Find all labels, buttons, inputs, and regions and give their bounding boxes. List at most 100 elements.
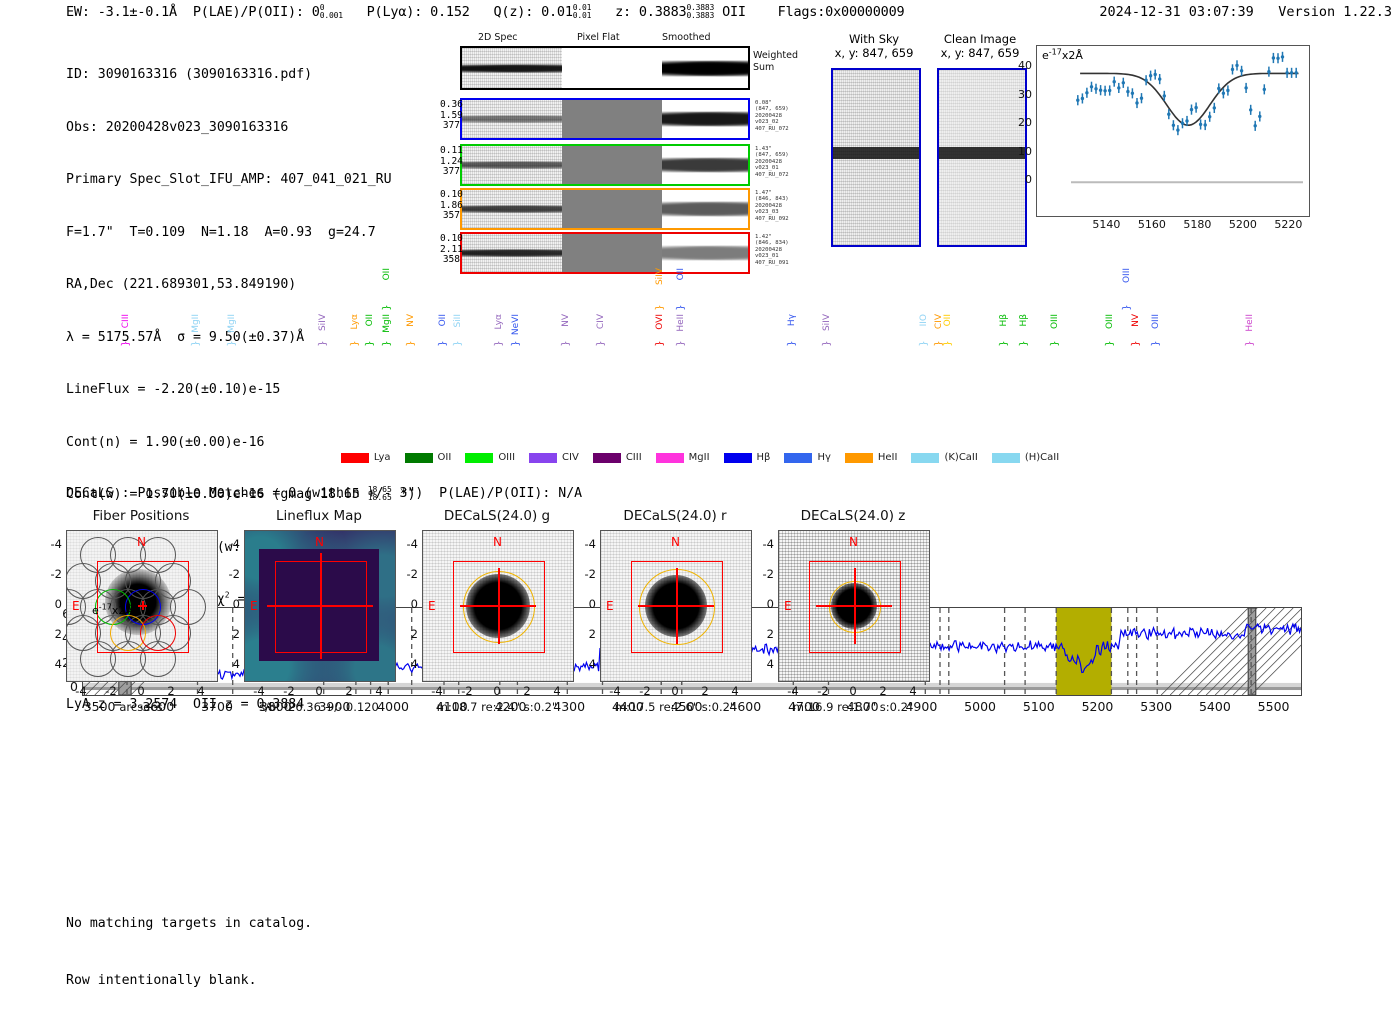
legend-item: (H)CaII [991,452,1059,463]
header-plae-poii-sub: 0.001 [319,11,343,20]
info-cont-w-sup: 18.65 [367,485,392,495]
spectrum-x-tick: 4300 [553,699,586,714]
info-obs: Obs: 20200428v023_3090163316 [66,119,289,135]
header-plya-label: P(Lyα): [366,4,423,20]
emission-line-brace: { [1048,340,1060,347]
line-fit-x-tick: 5160 [1137,218,1166,231]
decals-x-tick: 2 [345,684,353,698]
decals-y-tick: -4 [406,537,418,551]
decals-x-tick: 0 [493,684,501,698]
emission-line-label: OII [382,268,393,281]
spectrum-x-tick: 3800 [259,699,292,714]
fiber-metadata: 1.42" (846, 834) 20200428 v023_01 407_RU_091 [755,234,789,266]
fiber-smoothed-image [662,146,748,184]
info-id: ID: 3090163316 (3090163316.pdf) [66,67,313,82]
fiber-2dspec-image [462,146,562,184]
decals-x-tick: -2 [105,684,117,698]
center-marker-v [676,568,678,644]
compass-n-label: N [849,535,858,549]
spectrum-x-tick: 5100 [1022,699,1055,714]
decals-panel-title: DECaLS(24.0) g [443,508,551,524]
decals-x-tick: 4 [909,684,917,698]
weighted-sum-smoothed-image [662,48,748,88]
fiber-pixelflat-image [562,190,662,228]
legend-swatch [991,452,1020,463]
spectrum-x-tick: 3700 [201,699,233,714]
header-z-value: 0.3883 [638,4,687,20]
fiber-weights: 0.10 2.11 358 [440,233,463,265]
legend-swatch [465,452,494,463]
fiber-smoothed-image [662,234,748,272]
emission-line-label: OIII [1151,314,1162,330]
decals-y-tick: 4 [54,657,62,671]
fiber-pixelflat-image [562,234,662,272]
fiber-2dspec-image [462,234,562,272]
decals-x-tick: -2 [283,684,295,698]
spectrum-x-tick: 4000 [377,699,409,714]
decals-panel: Lineflux Map N E -4 -4 -2 -2 0 0 2 2 4 4 s/b: -26.36 … [229,508,396,714]
decals-y-tick: 2 [588,627,596,641]
emission-line-label: OIII [1121,268,1132,284]
spectrum-legend: Lya OII OIII CIV CIII MgII Hβ Hγ HeII (K)CaII (H)C… [0,452,1400,463]
cleanimage-title: Clean Image [943,32,1017,46]
header-plae-poii-label: P(LAE)/P(OII): [192,4,304,20]
decals-y-tick: 4 [588,657,596,671]
emission-line-brace: { [653,304,665,311]
line-fit-chart: e-17x2Å [1036,45,1310,217]
decals-y-tick: -2 [50,567,62,581]
header-plae-poii-value: 0 [311,4,320,20]
compass-n-label: N [493,535,502,549]
header-summary-line: EW: -3.1±-0.1Å P(LAE)/P(OII): 0 0 0.001 P(… [66,3,905,20]
emission-line-brace: { [1104,340,1116,347]
emission-line-brace: { [380,304,392,311]
line-fit-x-tick: 5200 [1228,218,1257,231]
spectrum-x-tick: 4900 [905,699,938,714]
info-lineflux: LineFlux = -2.20(±0.10)e-15 [66,382,281,397]
legend-swatch [404,452,433,463]
header-ew: EW: -3.1±-0.1Å [66,4,177,20]
emission-line-brace: { [1149,340,1161,347]
fiber-smoothed-image [662,190,748,228]
selected-fiber-circle [140,615,176,651]
decals-panel: DECaLS(24.0) r N E -4 -4 -2 -2 0 0 2 2 4 4 m:17.5 re:… [585,508,752,714]
emission-line-brace: { [595,340,607,347]
spectrum-x-tick: 5200 [1081,699,1114,714]
compass-e-label: E [72,599,80,613]
decals-y-tick: 0 [410,597,418,611]
decals-y-tick: -4 [584,537,596,551]
compass-n-label: N [315,535,324,549]
compass-e-label: E [606,599,614,613]
spec2d-col-title-2dspec: 2D Spec [478,32,518,43]
compass-n-label: N [137,535,146,549]
decals-x-tick: -4 [253,684,265,698]
footer-line-1: No matching targets in catalog. [66,916,313,931]
fiber-weights: 0.10 1.86 357 [440,189,463,221]
info-lambda-sigma: λ = 5175.57Å σ = 9.50(±0.37)Å [66,329,305,345]
decals-x-tick: -4 [787,684,799,698]
header-plya-value: 0.152 [430,4,470,20]
emission-line-label: Lyα [493,314,504,330]
emission-line-label: OIII [1105,314,1116,330]
spectrum-x-tick: 4500 [670,699,703,714]
decals-y-tick: -2 [228,567,240,581]
decals-x-tick: -4 [431,684,443,698]
emission-line-label: HeII [675,314,686,332]
spectrum-x-tick: 4100 [435,699,468,714]
spec2d-fiber-row: 0.36 1.59 377 0.08" (847, 659) 20200428 v023_0… [440,98,789,140]
compass-n-label: N [671,535,680,549]
emission-line-label: HeII [1245,314,1256,332]
fiber-2dspec-image [462,100,562,138]
header-z-sup: 0.3883 [686,3,715,13]
emission-line-brace: { [348,340,360,347]
withsky-cutout-title-group: With Sky x, y: 847, 659 [828,32,920,60]
emission-line-brace: { [190,340,202,347]
center-marker-v [498,568,500,644]
decals-y-tick: 0 [232,597,240,611]
legend-item: Lya [340,452,391,463]
spectrum-x-tick: 4800 [846,699,879,714]
fov-box [809,561,901,653]
decals-x-tick: 4 [375,684,383,698]
legend-label: Lya [373,452,391,463]
